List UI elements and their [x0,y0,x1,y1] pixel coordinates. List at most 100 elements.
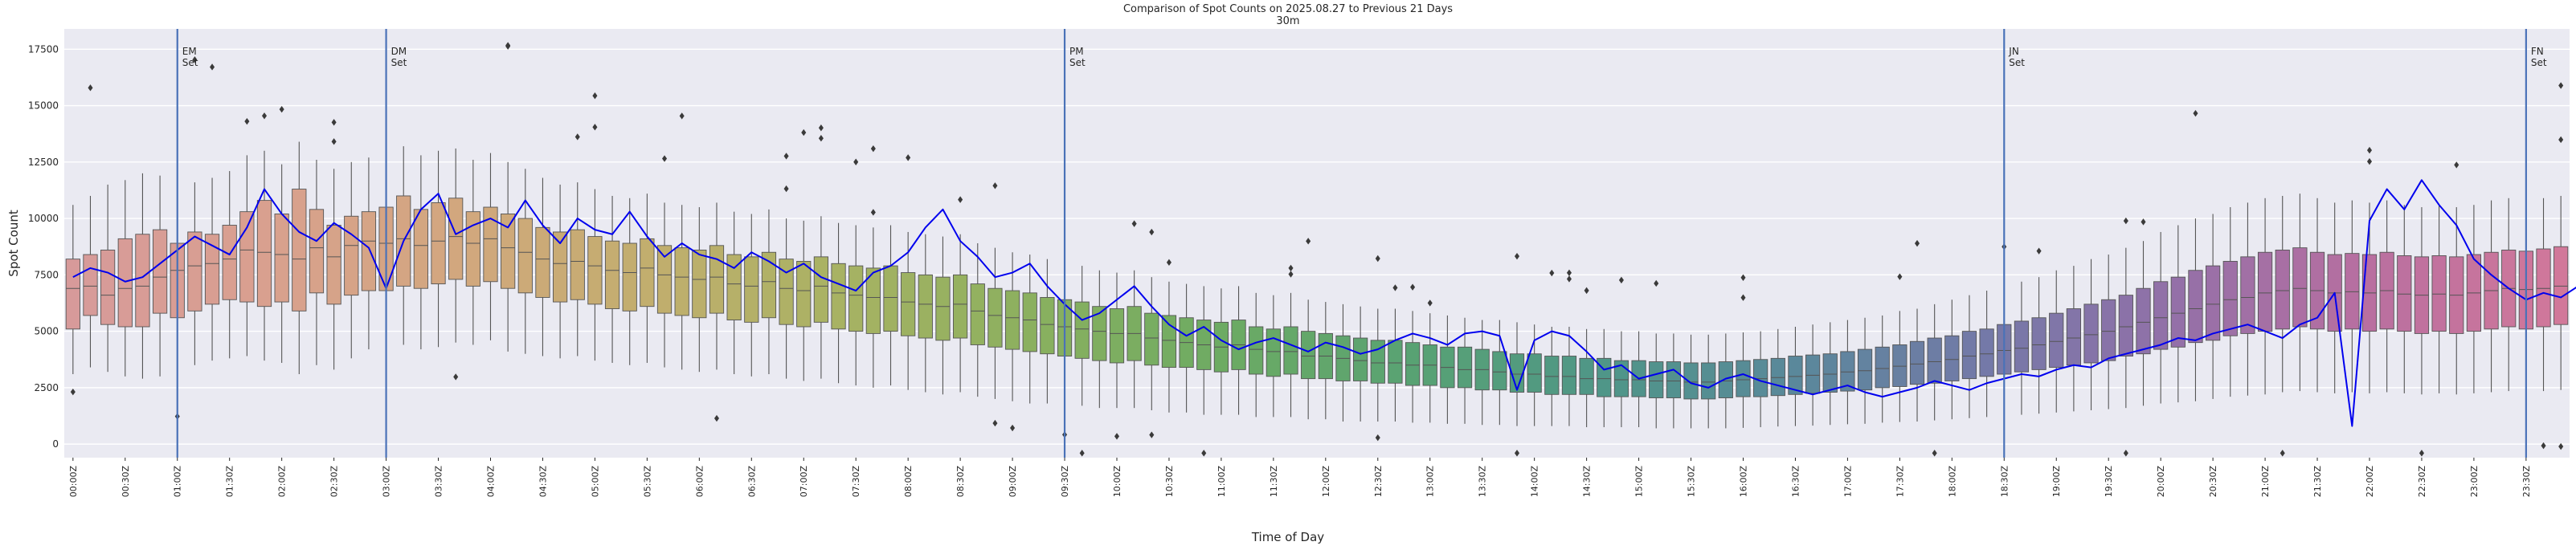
boxplot-box [535,177,550,356]
outlier-diamond [1149,431,1155,438]
boxplot-box [901,231,916,390]
boxplot-box [2379,200,2394,393]
boxplot-box [1649,333,1664,429]
boxplot-box [2031,277,2046,414]
boxplot-box [117,180,133,377]
boxplot-box [1004,252,1020,401]
x-tick-label: 13:30Z [1478,466,1488,498]
boxplot-box [1353,306,1368,422]
y-axis-title: Spot Count [6,210,21,277]
annotation-label: FN [2531,46,2544,57]
x-tick-label: 13:00Z [1425,466,1436,498]
boxplot-box [1701,334,1716,429]
boxplot-box [1040,259,1055,404]
boxplot-box [2449,207,2464,395]
boxplot-box [1788,326,1803,426]
boxplot-box [1857,317,1873,424]
x-tick-label: 20:30Z [2208,466,2218,498]
outlier-diamond [1166,259,1171,267]
outlier-diamond [1514,252,1520,260]
boxplot-box [1179,283,1194,413]
boxplot-box [761,209,777,375]
outlier-diamond [2558,442,2564,450]
outlier-diamond [1392,284,1398,291]
outlier-diamond [679,112,685,120]
boxplot-box [656,202,673,368]
boxplot-box [1213,288,1229,415]
outlier-diamond [1514,450,1520,457]
x-tick-label: 04:30Z [538,466,548,498]
boxplot-box [2188,218,2203,401]
boxplot-box [2257,198,2273,395]
boxplot-box [1474,320,1490,426]
boxplot-box [2275,195,2290,393]
outlier-diamond [2419,450,2424,457]
x-axis-title: Time of Day [1251,530,1325,544]
boxplot-box [483,153,498,340]
outlier-diamond [906,154,911,161]
x-tick-label: 14:30Z [1582,466,1593,498]
plot-area-background [64,29,2570,458]
boxplot-box [587,189,603,361]
x-tick-label: 17:30Z [1895,466,1905,498]
chart-title: Comparison of Spot Counts on 2025.08.27 … [1122,3,1454,15]
outlier-diamond [70,388,76,396]
boxplot-box [2153,231,2169,404]
boxplot-box [361,157,377,350]
outlier-diamond [574,133,580,141]
boxplot-box [1301,299,1316,420]
annotation-label: Set [182,57,198,68]
boxplot-box [1718,333,1733,429]
x-tick-label: 23:30Z [2521,466,2532,498]
boxplot-box [2536,198,2551,392]
annotation-label: Set [2531,57,2547,68]
x-tick-label: 00:30Z [121,466,131,498]
x-tick-label: 07:30Z [851,466,861,498]
annotation-label: Set [1069,57,1086,68]
boxplot-box [1961,295,1977,418]
boxplot-box [1736,332,1751,428]
boxplot-box [744,214,759,377]
x-tick-label: 02:30Z [329,466,340,498]
annotation-label: EM [182,46,197,57]
x-tick-label: 23:00Z [2469,466,2480,498]
outlier-diamond [2454,161,2459,169]
outlier-diamond [261,112,268,120]
outlier-diamond [453,373,459,381]
boxplot-box [2206,214,2221,399]
boxplot-box [1457,317,1473,424]
boxplot-box [517,169,533,354]
boxplot-box [1092,270,1107,409]
outlier-diamond [661,155,668,162]
y-tick-label: 15000 [28,100,59,112]
x-tick-label: 06:00Z [694,466,705,498]
x-tick-label: 21:30Z [2312,466,2323,498]
y-gridlines: 0 2500 5000 7500 10000 12500 15000 17500 [28,43,2570,450]
outlier-diamond [1201,450,1207,457]
outlier-diamond [870,209,876,216]
x-tick-label: 22:00Z [2365,466,2375,498]
outlier-diamond [818,124,824,132]
x-tick-label: 15:30Z [1687,466,1697,498]
y-tick-label: 10000 [28,213,59,224]
boxplot-box [1422,313,1437,423]
boxplot-box [1561,326,1577,426]
outlier-diamond [2366,146,2373,154]
outlier-diamond [1566,275,1572,283]
boxplot-box [1440,315,1455,424]
boxplot-box [1266,295,1281,417]
boxplot-box [2170,225,2186,403]
boxplot-box [1527,324,1542,426]
x-tick-label: 00:00Z [68,466,79,498]
outlier-diamond [1288,271,1294,278]
x-tick-label: 04:00Z [485,466,496,498]
annotation-label: Set [2009,57,2025,68]
outlier-diamond [853,158,859,165]
outlier-diamond [714,414,720,422]
boxplot-box [2083,259,2099,410]
outlier-diamond [1375,434,1380,442]
x-tick-label: 22:30Z [2417,466,2427,498]
current-day-line [72,179,2576,427]
x-tick-label: 18:00Z [1947,466,1957,498]
